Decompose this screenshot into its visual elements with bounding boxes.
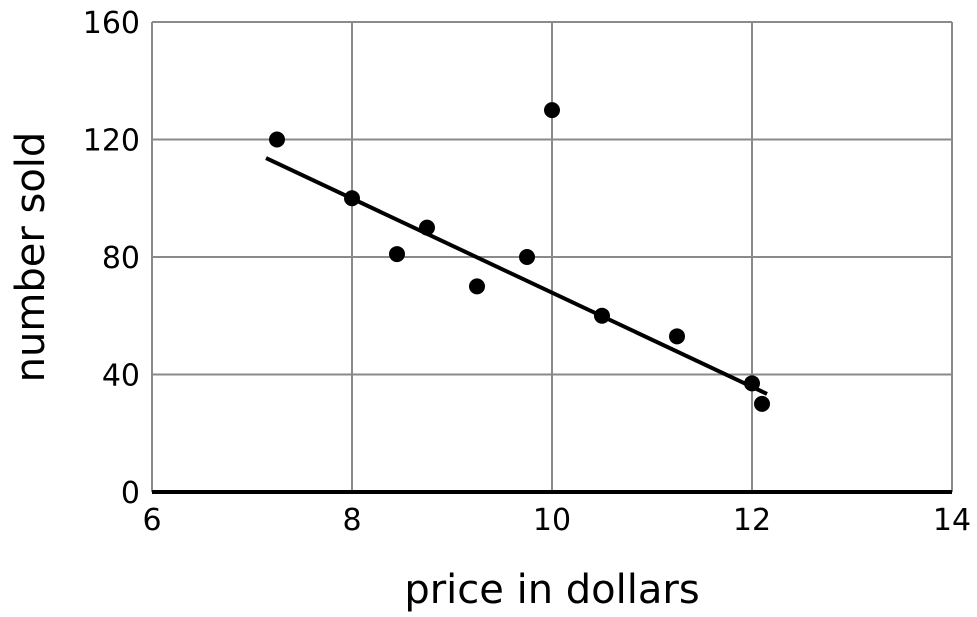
data-point — [669, 328, 685, 345]
y-tick-label: 160 — [83, 6, 140, 41]
y-tick-label: 120 — [83, 124, 140, 159]
x-tick-label: 12 — [733, 503, 771, 538]
x-tick-label: 8 — [342, 503, 361, 538]
y-tick-label: 0 — [121, 476, 140, 511]
y-axis-title: number sold — [8, 132, 54, 383]
x-tick-label: 14 — [933, 503, 971, 538]
data-point — [744, 375, 760, 392]
data-point — [389, 246, 405, 263]
data-point — [519, 249, 535, 265]
y-tick-label: 40 — [102, 359, 140, 394]
x-tick-label: 6 — [142, 503, 161, 538]
data-point — [594, 307, 610, 324]
x-tick-label: 10 — [533, 503, 571, 538]
trend-line — [265, 156, 768, 396]
data-point — [419, 219, 435, 236]
x-axis-title: price in dollars — [404, 567, 699, 613]
tick-labels: 6 8 10 12 14 0 40 80 120 160 — [83, 6, 971, 538]
data-point — [544, 102, 560, 119]
grid — [151, 21, 953, 494]
data-point — [469, 278, 485, 295]
data-point — [269, 131, 285, 148]
data-point — [754, 395, 770, 412]
data-point — [344, 190, 360, 207]
marks — [265, 102, 770, 412]
y-tick-label: 80 — [102, 241, 140, 276]
